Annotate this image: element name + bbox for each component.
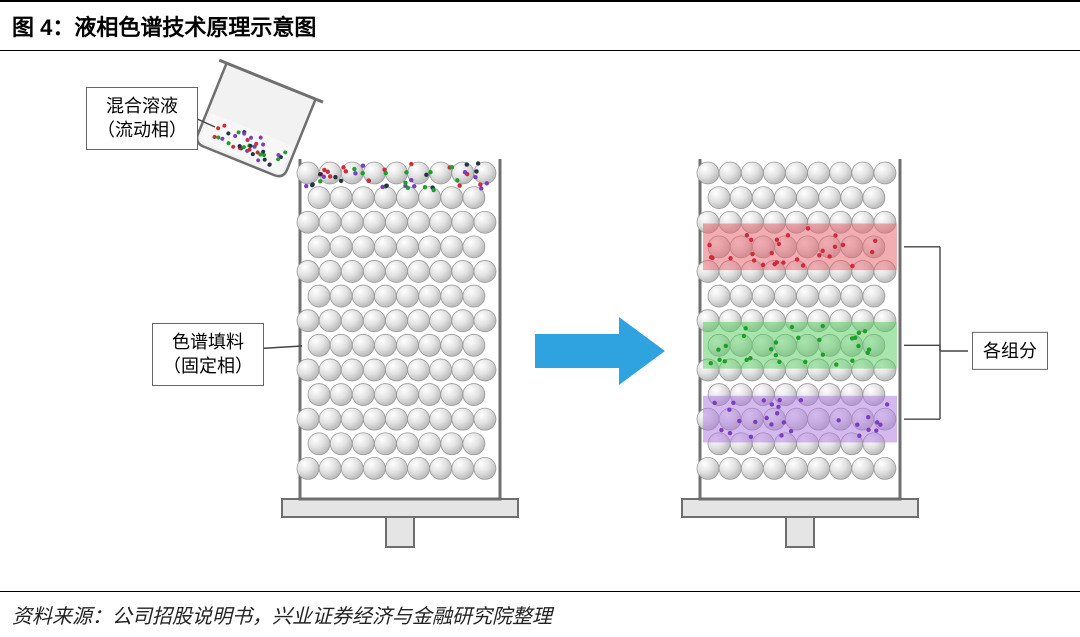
label-mobile-phase-line1: 混合溶液 <box>106 96 178 116</box>
label-mobile-phase-line2: （流动相） <box>97 120 187 140</box>
column-left <box>282 159 518 547</box>
figure-body: 混合溶液 （流动相） 色谱填料 （固定相） 各组分 <box>0 51 1080 591</box>
arrow-icon <box>535 317 665 385</box>
label-stationary-phase: 色谱填料 （固定相） <box>152 323 264 386</box>
figure-title: 图 4：液相色谱技术原理示意图 <box>0 0 1080 51</box>
label-stationary-phase-line2: （固定相） <box>163 356 253 376</box>
label-mobile-phase: 混合溶液 （流动相） <box>86 87 198 150</box>
figure-caption: 资料来源：公司招股说明书，兴业证券经济与金融研究院整理 <box>0 591 1080 637</box>
label-stationary-phase-line1: 色谱填料 <box>172 332 244 352</box>
label-factions-text: 各组分 <box>983 341 1037 361</box>
label-factions: 各组分 <box>972 332 1048 370</box>
column-right <box>682 159 918 547</box>
